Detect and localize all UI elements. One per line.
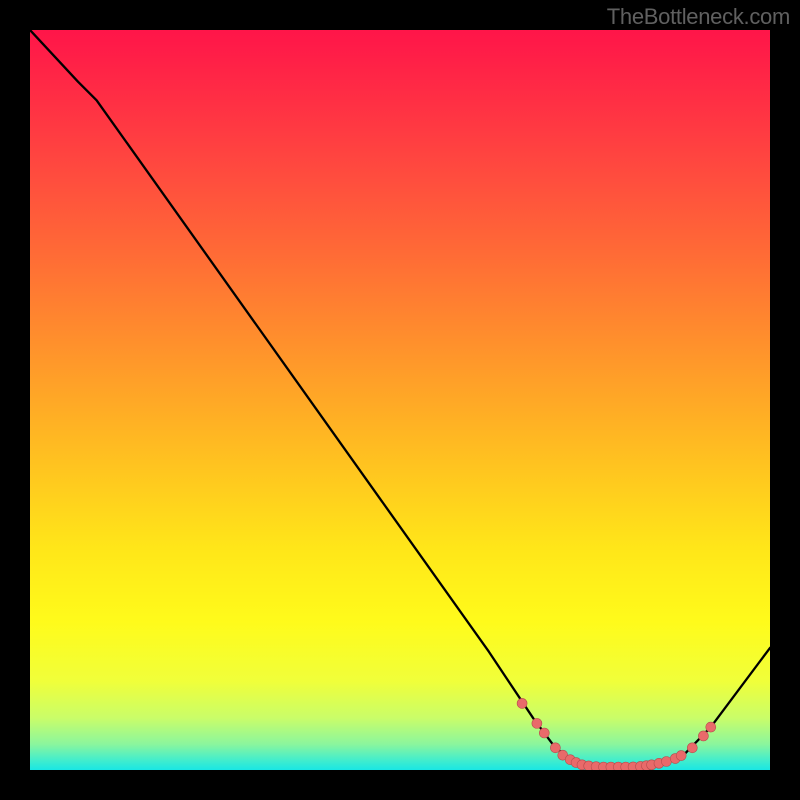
data-marker xyxy=(706,722,716,732)
data-marker xyxy=(698,731,708,741)
data-marker xyxy=(661,756,671,766)
data-marker xyxy=(676,751,686,761)
chart-container: TheBottleneck.com xyxy=(0,0,800,800)
data-marker xyxy=(532,718,542,728)
data-marker xyxy=(687,743,697,753)
data-marker xyxy=(539,728,549,738)
data-marker xyxy=(550,743,560,753)
watermark-text: TheBottleneck.com xyxy=(607,4,790,30)
gradient-background xyxy=(30,30,770,770)
chart-svg xyxy=(30,30,770,770)
plot-area xyxy=(30,30,770,770)
data-marker xyxy=(517,698,527,708)
